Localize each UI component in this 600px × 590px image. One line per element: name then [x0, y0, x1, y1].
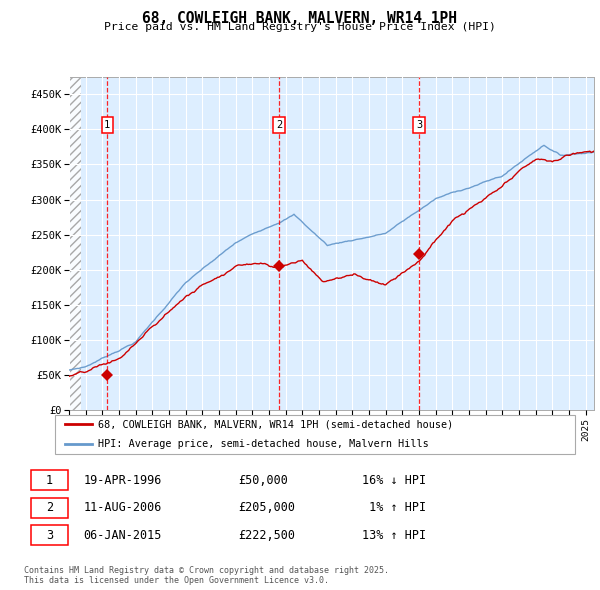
FancyBboxPatch shape — [55, 415, 575, 454]
Text: 68, COWLEIGH BANK, MALVERN, WR14 1PH (semi-detached house): 68, COWLEIGH BANK, MALVERN, WR14 1PH (se… — [98, 419, 454, 430]
Text: £50,000: £50,000 — [238, 474, 288, 487]
FancyBboxPatch shape — [31, 525, 68, 545]
Text: 1% ↑ HPI: 1% ↑ HPI — [362, 501, 427, 514]
Text: 13% ↑ HPI: 13% ↑ HPI — [362, 529, 427, 542]
Text: 16% ↓ HPI: 16% ↓ HPI — [362, 474, 427, 487]
Text: HPI: Average price, semi-detached house, Malvern Hills: HPI: Average price, semi-detached house,… — [98, 439, 429, 449]
Text: Price paid vs. HM Land Registry's House Price Index (HPI): Price paid vs. HM Land Registry's House … — [104, 22, 496, 32]
FancyBboxPatch shape — [31, 497, 68, 518]
Text: 1: 1 — [46, 474, 53, 487]
Bar — [69, 77, 81, 410]
Text: 19-APR-1996: 19-APR-1996 — [83, 474, 161, 487]
Text: 3: 3 — [46, 529, 53, 542]
Text: 06-JAN-2015: 06-JAN-2015 — [83, 529, 161, 542]
Text: 2: 2 — [276, 120, 282, 130]
Text: 1: 1 — [104, 120, 110, 130]
Text: £205,000: £205,000 — [238, 501, 295, 514]
Text: 68, COWLEIGH BANK, MALVERN, WR14 1PH: 68, COWLEIGH BANK, MALVERN, WR14 1PH — [143, 11, 458, 25]
Text: Contains HM Land Registry data © Crown copyright and database right 2025.
This d: Contains HM Land Registry data © Crown c… — [24, 566, 389, 585]
Text: £222,500: £222,500 — [238, 529, 295, 542]
FancyBboxPatch shape — [31, 470, 68, 490]
Text: 3: 3 — [416, 120, 422, 130]
Text: 11-AUG-2006: 11-AUG-2006 — [83, 501, 161, 514]
Text: 2: 2 — [46, 501, 53, 514]
